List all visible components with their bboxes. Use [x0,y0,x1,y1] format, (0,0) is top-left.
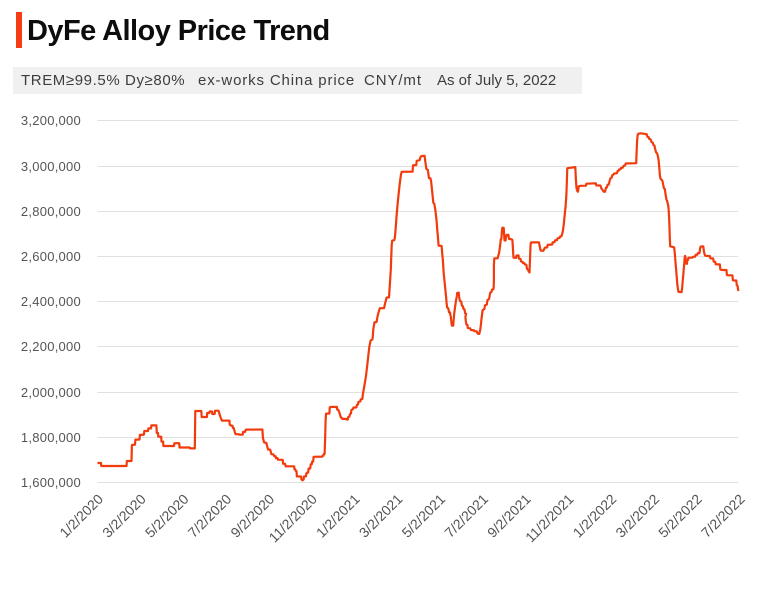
svg-text:1/2/2020: 1/2/2020 [56,491,106,541]
svg-text:7/2/2021: 7/2/2021 [441,491,491,541]
svg-text:1,600,000: 1,600,000 [21,475,81,490]
svg-text:3,000,000: 3,000,000 [21,159,81,174]
svg-text:5/2/2022: 5/2/2022 [655,491,705,541]
svg-text:5/2/2021: 5/2/2021 [398,491,448,541]
svg-text:7/2/2022: 7/2/2022 [698,491,748,541]
svg-text:1/2/2021: 1/2/2021 [313,491,363,541]
svg-text:5/2/2020: 5/2/2020 [142,491,192,541]
svg-text:2,400,000: 2,400,000 [21,294,81,309]
svg-text:3/2/2020: 3/2/2020 [99,491,149,541]
svg-text:2,800,000: 2,800,000 [21,204,81,219]
svg-text:3/2/2021: 3/2/2021 [356,491,406,541]
svg-text:2,200,000: 2,200,000 [21,339,81,354]
svg-text:2,000,000: 2,000,000 [21,385,81,400]
svg-text:3/2/2022: 3/2/2022 [612,491,662,541]
svg-text:3,200,000: 3,200,000 [21,113,81,128]
svg-text:1,800,000: 1,800,000 [21,430,81,445]
svg-text:1/2/2022: 1/2/2022 [570,491,620,541]
svg-text:7/2/2020: 7/2/2020 [185,491,235,541]
svg-text:2,600,000: 2,600,000 [21,249,81,264]
